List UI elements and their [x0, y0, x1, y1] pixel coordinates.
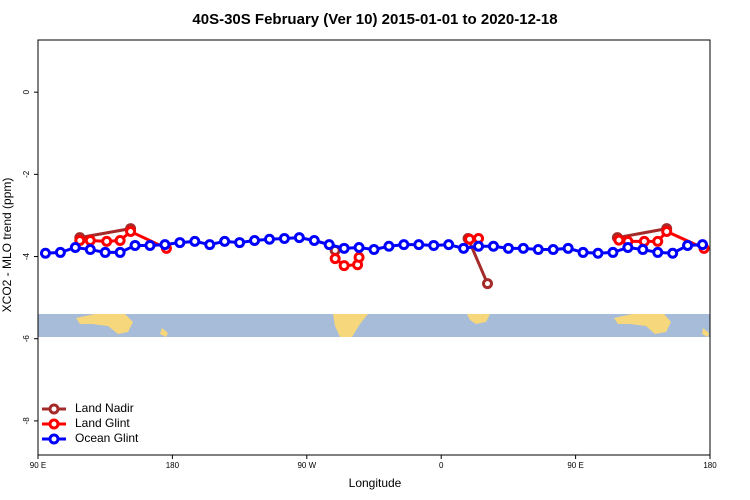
point: [338, 242, 350, 254]
point: [547, 244, 559, 256]
legend-label: Land Glint: [75, 416, 130, 430]
y-tick-label: -6: [22, 335, 31, 343]
y-tick-label: 0: [22, 89, 31, 94]
point: [219, 235, 231, 247]
x-tick-label: 180: [703, 461, 717, 470]
point: [652, 246, 664, 258]
point: [697, 239, 709, 251]
series-line: [79, 227, 667, 285]
x-tick-label: 90 E: [30, 461, 46, 470]
point: [464, 233, 476, 245]
point: [263, 233, 275, 245]
point: [532, 244, 544, 256]
point: [413, 239, 425, 251]
point: [159, 239, 171, 251]
point: [592, 247, 604, 259]
legend-label: Ocean Glint: [75, 431, 139, 445]
legend-label: Land Nadir: [75, 401, 134, 415]
point: [69, 242, 81, 253]
point: [443, 239, 455, 251]
point: [383, 240, 395, 252]
point: [323, 239, 335, 251]
x-axis-label: Longitude: [349, 476, 402, 490]
point: [613, 234, 625, 246]
point: [353, 242, 365, 253]
point: [54, 246, 66, 258]
y-axis-label: XCO2 - MLO trend (ppm): [0, 178, 14, 313]
point: [368, 244, 380, 256]
point: [577, 246, 589, 258]
point: [249, 235, 261, 247]
point: [278, 232, 290, 244]
series-line: [79, 229, 705, 268]
point: [39, 247, 51, 259]
point: [458, 242, 470, 254]
legend-marker: [48, 403, 60, 415]
point: [637, 244, 649, 256]
x-tick-label: 0: [439, 461, 444, 470]
point: [428, 239, 440, 251]
point: [652, 235, 664, 247]
legend-marker: [48, 433, 60, 445]
y-tick-label: -8: [22, 417, 31, 425]
point: [562, 242, 574, 254]
point: [125, 225, 137, 237]
point: [189, 235, 201, 247]
point: [622, 242, 634, 253]
legend-marker: [48, 418, 60, 430]
x-tick-label: 90 W: [297, 461, 316, 470]
point: [308, 235, 320, 247]
point: [638, 235, 650, 247]
chart-title: 40S-30S February (Ver 10) 2015-01-01 to …: [192, 11, 557, 28]
point: [84, 235, 96, 247]
point: [353, 251, 365, 263]
point: [114, 235, 126, 247]
point: [114, 246, 126, 258]
plot-frame: [37, 39, 711, 456]
y-tick-label: -2: [22, 170, 31, 178]
point: [487, 240, 499, 252]
point: [144, 239, 156, 251]
point: [607, 246, 619, 258]
point: [473, 240, 485, 252]
point: [682, 239, 694, 251]
x-tick-label: 180: [166, 461, 180, 470]
point: [398, 239, 410, 251]
point: [329, 253, 341, 265]
point: [667, 247, 679, 259]
point: [99, 246, 111, 258]
point: [517, 242, 529, 254]
point: [234, 237, 246, 249]
point: [84, 244, 96, 256]
map-strip: [38, 314, 710, 337]
point: [129, 239, 141, 251]
point: [481, 278, 493, 290]
point: [101, 235, 113, 247]
point: [293, 232, 305, 244]
point: [338, 260, 350, 272]
point: [204, 239, 216, 251]
point: [174, 237, 186, 249]
y-tick-label: -4: [22, 252, 31, 260]
point: [502, 242, 514, 254]
x-tick-label: 90 E: [567, 461, 583, 470]
point: [661, 225, 673, 237]
